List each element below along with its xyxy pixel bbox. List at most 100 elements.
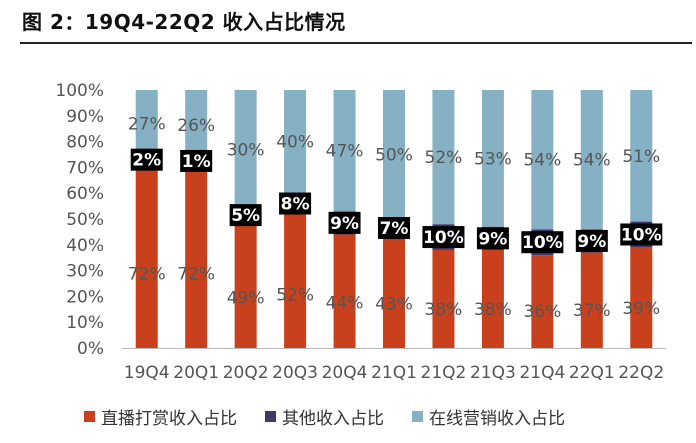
data-label-other-box [521, 231, 564, 254]
y-tick-label: 20% [66, 287, 104, 307]
bar-marketing-segment [383, 90, 405, 219]
bar-live-segment [531, 255, 554, 348]
x-tick-label: 20Q1 [173, 363, 219, 383]
data-label-other-box [328, 211, 361, 234]
data-label-other-box [279, 192, 312, 215]
legend-swatch-other [265, 411, 276, 422]
x-tick-label: 20Q2 [223, 363, 269, 383]
x-tick-label: 19Q4 [124, 363, 170, 383]
x-tick-label: 21Q3 [470, 363, 516, 383]
bar-live-segment [135, 162, 158, 348]
data-label-marketing: 30% [227, 140, 265, 160]
bar-marketing-segment [333, 90, 356, 212]
bar-live-segment [383, 237, 405, 348]
bar-live-segment [432, 249, 455, 348]
y-tick-label: 40% [66, 236, 104, 256]
data-label-live: 44% [326, 294, 364, 314]
data-label-marketing: 54% [523, 151, 561, 171]
data-label-marketing: 52% [425, 148, 463, 168]
data-label-marketing: 53% [474, 149, 512, 169]
data-label-other: 9% [577, 232, 606, 252]
data-label-other: 8% [281, 195, 310, 215]
data-label-other-box [229, 204, 262, 227]
data-label-marketing: 26% [177, 116, 215, 136]
data-label-marketing: 54% [573, 151, 611, 171]
x-tick-label: 20Q4 [322, 363, 368, 383]
data-label-marketing: 27% [128, 115, 166, 135]
bar-marketing-segment [185, 90, 208, 160]
data-label-live: 38% [474, 300, 512, 320]
bar-marketing-segment [531, 90, 554, 230]
data-label-live: 38% [425, 300, 463, 320]
bar-live-segment [481, 249, 504, 348]
y-tick-label: 80% [66, 133, 104, 153]
bar-marketing-segment [481, 90, 504, 227]
y-tick-label: 50% [66, 210, 104, 230]
y-tick-label: 70% [66, 158, 104, 178]
bar-marketing-segment [284, 90, 307, 194]
data-label-other: 9% [478, 229, 507, 249]
data-label-live: 49% [227, 288, 265, 308]
bar-marketing-segment [432, 90, 455, 225]
bar-live-segment [234, 221, 257, 348]
data-label-marketing: 51% [622, 147, 660, 167]
stacked-bar-chart: 0% 10% 20% 30% 40% 50% 60% 70% 80% 90% 100% 72% 2% 27… [55, 81, 666, 383]
legend-item-other: 其他收入占比 [265, 404, 384, 429]
data-label-live: 36% [523, 302, 561, 322]
bar-live-segment [284, 213, 307, 348]
data-label-other-box [476, 227, 509, 250]
bar-marketing-segment [234, 90, 257, 209]
data-label-other: 1% [182, 152, 211, 172]
y-tick-label: 90% [66, 107, 104, 127]
figure-title: 图 2：19Q4-22Q2 收入占比情况 [22, 10, 346, 34]
data-label-other-box [422, 226, 465, 249]
data-label-live: 72% [177, 265, 215, 285]
bar-marketing-segment [630, 90, 653, 222]
x-tick-label: 20Q3 [272, 363, 318, 383]
data-label-live: 43% [375, 295, 413, 315]
x-tick-label: 21Q1 [371, 363, 417, 383]
data-label-other-box [378, 217, 410, 240]
data-label-other-box [130, 148, 163, 171]
data-label-marketing: 47% [326, 142, 364, 162]
data-label-other: 10% [522, 233, 563, 253]
legend-label-live: 直播打赏收入占比 [101, 409, 237, 429]
data-label-other: 7% [380, 219, 409, 239]
x-tick-label: 22Q1 [569, 363, 615, 383]
data-label-live: 52% [276, 285, 314, 305]
data-label-other: 2% [132, 151, 161, 171]
data-label-live: 39% [622, 299, 660, 319]
legend: 直播打赏收入占比 其他收入占比 在线营销收入占比 [84, 404, 565, 429]
title-rule [20, 42, 692, 44]
legend-label-marketing: 在线营销收入占比 [429, 409, 565, 429]
data-label-other-box [620, 223, 663, 246]
x-tick-label: 22Q2 [618, 363, 664, 383]
legend-item-marketing: 在线营销收入占比 [412, 404, 565, 429]
data-label-marketing: 50% [375, 146, 413, 166]
data-label-live: 72% [128, 265, 166, 285]
bar-live-segment [185, 162, 208, 348]
bar-live-segment [333, 234, 356, 348]
data-label-other-box [180, 149, 213, 172]
data-label-other: 10% [423, 228, 464, 248]
legend-swatch-live [84, 411, 95, 422]
legend-label-other: 其他收入占比 [282, 409, 384, 429]
data-label-marketing: 40% [276, 133, 314, 153]
bar-marketing-segment [135, 90, 158, 158]
y-tick-label: 30% [66, 262, 104, 282]
bar-marketing-segment [580, 90, 603, 230]
data-label-live: 37% [573, 301, 611, 321]
y-tick-label: 60% [66, 184, 104, 204]
data-label-other: 10% [621, 225, 662, 245]
bar-live-segment [580, 252, 603, 348]
x-tick-label: 21Q2 [421, 363, 467, 383]
data-label-other: 5% [231, 206, 260, 226]
y-tick-label: 100% [55, 81, 104, 101]
x-tick-label: 21Q4 [519, 363, 565, 383]
data-label-other-box [575, 229, 608, 252]
y-tick-label: 10% [66, 313, 104, 333]
bar-live-segment [630, 247, 653, 348]
data-label-other: 9% [330, 214, 359, 234]
y-tick-label: 0% [77, 339, 104, 359]
legend-swatch-marketing [412, 411, 423, 422]
